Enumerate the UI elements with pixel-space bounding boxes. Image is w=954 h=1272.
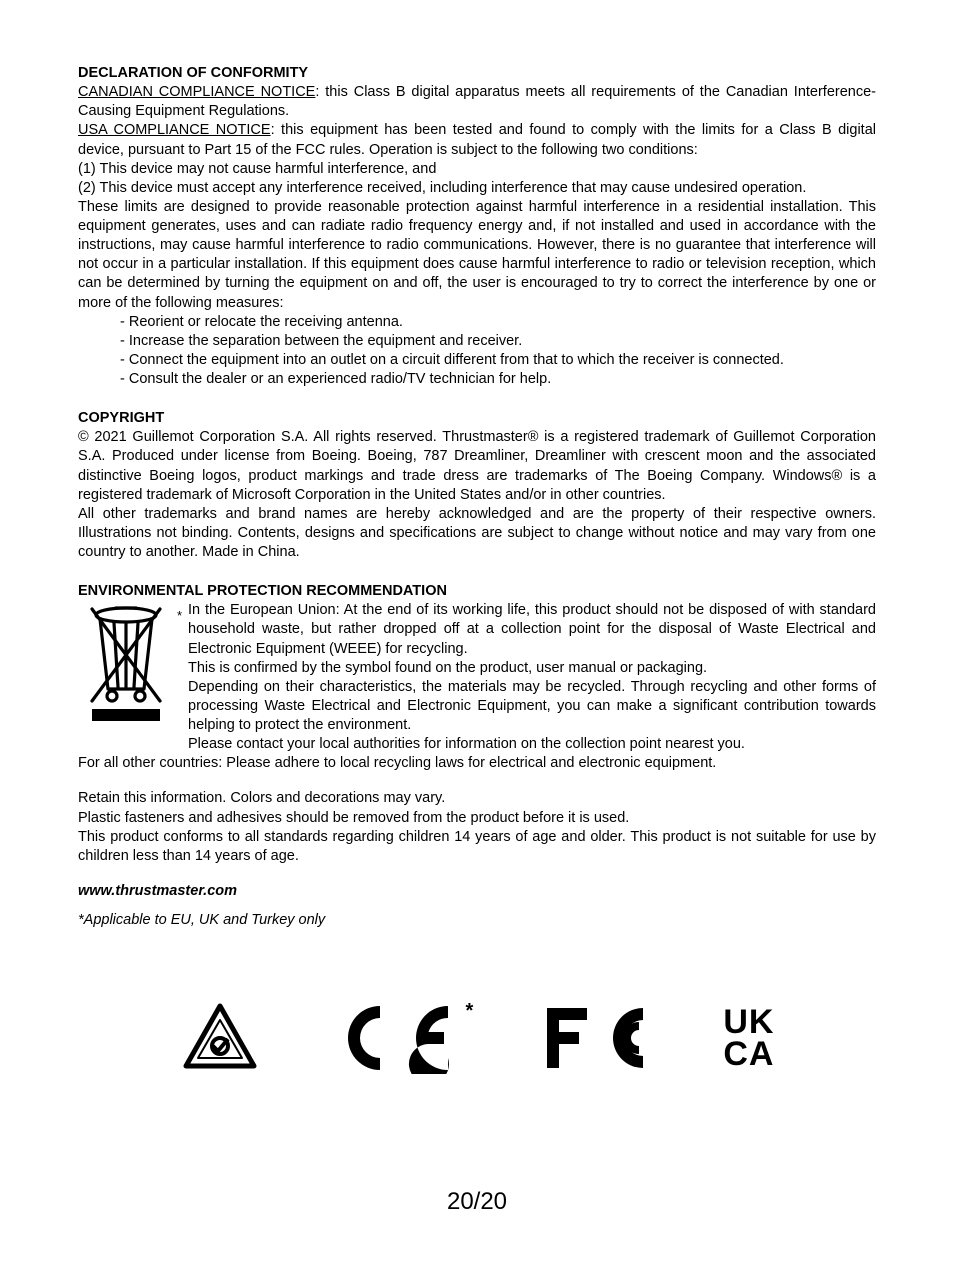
declaration-heading: DECLARATION OF CONFORMITY (78, 64, 876, 83)
env-other: For all other countries: Please adhere t… (78, 754, 876, 773)
weee-symbol: * (78, 601, 174, 729)
canadian-label: CANADIAN COMPLIANCE NOTICE (78, 84, 315, 100)
ce-asterisk: * (466, 998, 474, 1024)
ce-mark: * (330, 1002, 474, 1074)
ukca-line1: UK (723, 1006, 774, 1038)
website-link: www.thrustmaster.com (78, 882, 876, 901)
env-heading: ENVIRONMENTAL PROTECTION RECOMMENDATION (78, 582, 876, 601)
condition-1: (1) This device may not cause harmful in… (78, 160, 876, 179)
copyright-p1: © 2021 Guillemot Corporation S.A. All ri… (78, 428, 876, 505)
age-note: This product conforms to all standards r… (78, 828, 876, 866)
retain-note: Retain this information. Colors and deco… (78, 789, 876, 808)
measure-4: - Consult the dealer or an experienced r… (120, 370, 876, 389)
env-p1: In the European Union: At the end of its… (188, 601, 876, 658)
ukca-line2: CA (723, 1038, 774, 1070)
weee-icon (78, 601, 174, 723)
env-p3: Depending on their characteristics, the … (188, 678, 876, 735)
page-number: 20/20 (0, 1186, 954, 1218)
rcm-icon (180, 1002, 260, 1074)
plastic-note: Plastic fasteners and adhesives should b… (78, 809, 876, 828)
applicable-note: *Applicable to EU, UK and Turkey only (78, 911, 876, 930)
ce-icon (330, 1002, 460, 1074)
measures-list: - Reorient or relocate the receiving ant… (78, 313, 876, 390)
env-p2: This is confirmed by the symbol found on… (188, 659, 876, 678)
fc-icon (543, 1002, 653, 1074)
env-text-block: In the European Union: At the end of its… (188, 601, 876, 754)
weee-asterisk: * (177, 607, 182, 624)
measure-1: - Reorient or relocate the receiving ant… (120, 313, 876, 332)
usa-notice: USA COMPLIANCE NOTICE: this equipment ha… (78, 121, 876, 159)
limits-text: These limits are designed to provide rea… (78, 198, 876, 313)
env-p4: Please contact your local authorities fo… (188, 735, 876, 754)
ukca-mark: UK CA (723, 1006, 774, 1071)
canadian-notice: CANADIAN COMPLIANCE NOTICE: this Class B… (78, 83, 876, 121)
measure-2: - Increase the separation between the eq… (120, 332, 876, 351)
condition-2: (2) This device must accept any interfer… (78, 179, 876, 198)
measure-3: - Connect the equipment into an outlet o… (120, 351, 876, 370)
copyright-p2: All other trademarks and brand names are… (78, 505, 876, 562)
copyright-heading: COPYRIGHT (78, 409, 876, 428)
usa-label: USA COMPLIANCE NOTICE (78, 122, 271, 138)
env-row: * In the European (78, 601, 876, 754)
compliance-logos: * UK CA (78, 1002, 876, 1074)
